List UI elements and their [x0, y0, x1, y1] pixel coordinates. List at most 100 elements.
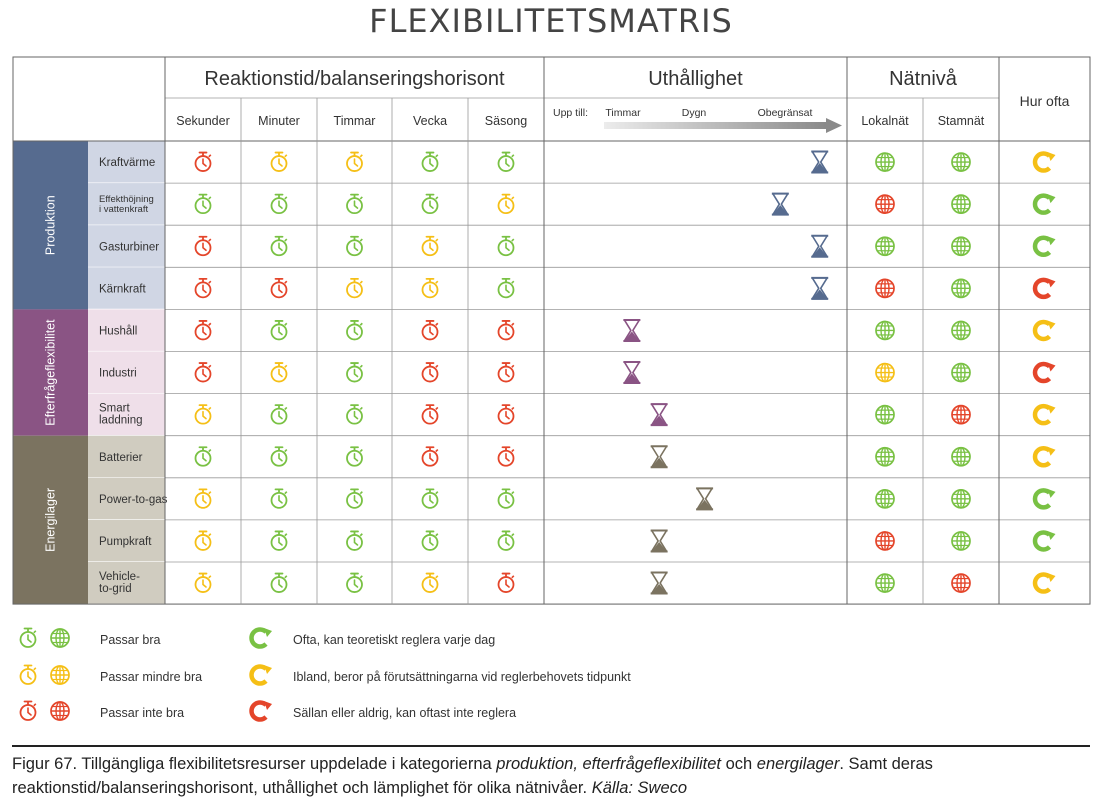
hourglass-icon [623, 361, 641, 385]
table-border [12, 56, 1091, 605]
subheader-grid-2: Stamnät [938, 114, 985, 128]
legend-freq-sometimes: Ibland, beror på förutsättningarna vid r… [293, 670, 631, 684]
globe-icon [875, 404, 895, 425]
globe-icon [875, 489, 895, 509]
stopwatch-icon [421, 404, 439, 425]
header-natniva: Nätnivå [889, 68, 958, 90]
globe-icon [951, 152, 971, 172]
row-label: Kärnkraft [99, 283, 146, 295]
frequency-arrow-icon [1032, 319, 1056, 342]
stopwatch-icon [346, 488, 363, 509]
category-band-1 [13, 141, 88, 310]
globe-icon [951, 278, 971, 299]
stopwatch-icon [194, 488, 212, 509]
caption-part-2: och [721, 755, 757, 773]
subheader-1: Sekunder [176, 114, 230, 128]
stopwatch-icon [497, 235, 515, 257]
legend-stopwatch-icon [19, 627, 37, 648]
stopwatch-icon [346, 404, 363, 425]
frequency-arrow-icon [1032, 446, 1056, 468]
endurance-label-1: Timmar [605, 107, 641, 119]
stopwatch-icon [421, 530, 439, 551]
stopwatch-icon [346, 277, 363, 299]
hourglass-icon [650, 403, 668, 427]
stopwatch-icon [497, 193, 515, 215]
stopwatch-icon [497, 572, 515, 593]
subheader-4: Vecka [413, 114, 447, 128]
stopwatch-icon [421, 320, 439, 341]
endurance-prefix: Upp till: [553, 107, 588, 119]
stopwatch-icon [346, 362, 363, 383]
legend-label-bad: Passar inte bra [100, 706, 185, 720]
frequency-arrow-icon [1032, 277, 1056, 300]
stopwatch-icon [194, 193, 212, 215]
stopwatch-icon [270, 151, 288, 172]
row-label: Effekthöjning i vattenkraft [99, 194, 154, 215]
legend-frequency-icon [249, 627, 273, 649]
legend-stopwatch-icon [19, 664, 37, 685]
caption-part-3: . Samt deras reaktionstid/balanseringsho… [12, 755, 933, 797]
header-reaktionstid: Reaktionstid/balanseringshorisont [204, 68, 505, 90]
endurance-scale-arrow [826, 118, 842, 133]
hourglass-icon [650, 529, 668, 553]
frequency-arrow-icon [1032, 361, 1056, 384]
globe-icon [875, 236, 895, 257]
stopwatch-icon [270, 320, 288, 341]
stopwatch-icon [421, 193, 439, 215]
globe-icon [951, 573, 971, 593]
stopwatch-icon [497, 488, 515, 509]
row-label-cell [88, 309, 165, 352]
page-title: FLEXIBILITETSMATRIS [369, 2, 733, 40]
stopwatch-icon [194, 362, 212, 383]
stopwatch-icon [194, 320, 212, 341]
legend-label-good: Passar bra [100, 633, 161, 647]
stopwatch-icon [194, 446, 212, 467]
stopwatch-icon [346, 151, 363, 172]
stopwatch-icon [270, 530, 288, 551]
row-label-cell [88, 435, 165, 478]
hourglass-icon [623, 318, 641, 342]
row-label-cell [88, 351, 165, 394]
legend-stopwatch-icon [19, 700, 37, 721]
stopwatch-icon [270, 446, 288, 467]
stopwatch-icon [270, 488, 288, 509]
legend-freq-rarely: Sällan eller aldrig, kan oftast inte reg… [293, 706, 517, 720]
globe-icon [951, 194, 971, 214]
legend-globe-icon [50, 701, 70, 721]
stopwatch-icon [270, 277, 288, 299]
row-label-cell [88, 183, 165, 226]
row-label-cell [88, 267, 165, 310]
globe-icon [875, 152, 895, 172]
stopwatch-icon [346, 320, 363, 341]
stopwatch-icon [194, 277, 212, 299]
row-label: Hushåll [99, 325, 137, 337]
globe-icon [951, 362, 971, 383]
row-label: Kraftvärme [99, 157, 155, 169]
stopwatch-icon [421, 572, 439, 593]
stopwatch-icon [346, 572, 363, 593]
category-band-2 [13, 309, 88, 436]
flexibility-matrix: Reaktionstid/balanseringshorisont Uthålli… [12, 56, 1091, 722]
stopwatch-icon [497, 320, 515, 341]
legend-globe-icon [50, 665, 70, 685]
row-label: Batterier [99, 452, 143, 464]
subheader-5: Säsong [485, 114, 527, 128]
stopwatch-icon [497, 277, 515, 299]
row-label-cell [88, 477, 165, 520]
legend-freq-often: Ofta, kan teoretiskt reglera varje dag [293, 633, 496, 647]
hourglass-icon [650, 445, 668, 469]
subheader-grid-1: Lokalnät [861, 114, 909, 128]
category-label-3: Energilager [44, 488, 58, 552]
globe-icon [875, 194, 895, 214]
stopwatch-icon [194, 404, 212, 425]
stopwatch-icon [421, 362, 439, 383]
stopwatch-icon [497, 404, 515, 425]
globe-icon [951, 320, 971, 341]
row-label: Gasturbiner [99, 241, 159, 253]
row-label-cell [88, 393, 165, 436]
header-uthallighet: Uthållighet [648, 68, 743, 90]
globe-icon [875, 446, 895, 467]
stopwatch-icon [346, 530, 363, 551]
stopwatch-icon [421, 277, 439, 299]
stopwatch-icon [346, 446, 363, 467]
